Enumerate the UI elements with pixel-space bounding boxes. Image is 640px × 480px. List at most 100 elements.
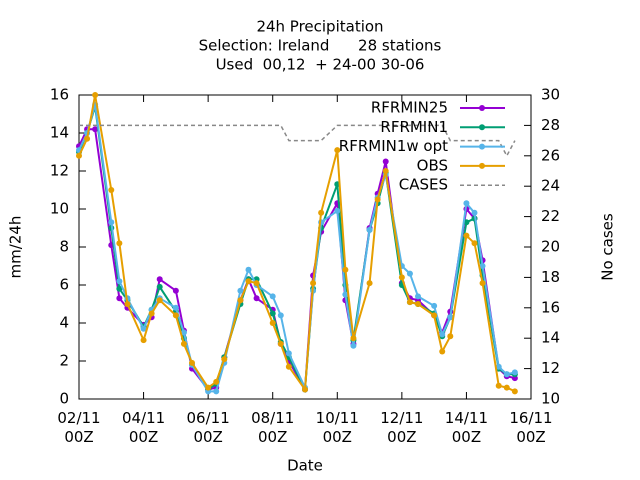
y2-tick-label: 20: [541, 238, 560, 256]
data-point: [285, 350, 292, 357]
data-point: [140, 337, 147, 344]
data-point: [245, 278, 252, 285]
data-point: [172, 304, 179, 311]
data-point: [350, 335, 357, 342]
y-axis-label: mm/24h: [7, 216, 25, 279]
data-point: [334, 147, 341, 154]
legend-marker: [479, 143, 485, 150]
data-point: [471, 209, 478, 216]
legend-marker: [479, 105, 485, 111]
data-point: [108, 187, 115, 193]
y-tick-label: 0: [59, 390, 69, 408]
x-tick-label: 02/11 00Z: [57, 409, 100, 446]
data-point: [156, 283, 163, 290]
data-point: [180, 340, 187, 347]
data-point: [269, 310, 276, 317]
data-point: [406, 299, 413, 306]
x-tick-label: 08/11 00Z: [251, 409, 294, 446]
data-point: [237, 287, 244, 294]
data-point: [148, 310, 155, 317]
data-point: [116, 285, 123, 292]
data-point: [447, 333, 454, 340]
data-point: [253, 295, 260, 302]
y-tick-label: 6: [59, 276, 69, 294]
data-point: [415, 301, 421, 307]
data-point: [269, 320, 276, 326]
data-point: [511, 388, 518, 395]
data-point: [511, 369, 518, 376]
data-point: [245, 266, 252, 273]
data-point: [221, 356, 228, 363]
data-point: [213, 378, 220, 385]
data-point: [213, 388, 220, 395]
data-point: [116, 278, 123, 285]
data-point: [108, 219, 115, 226]
data-point: [318, 209, 325, 216]
legend-marker: [479, 162, 485, 169]
legend-marker: [479, 124, 485, 131]
data-point: [350, 342, 357, 349]
data-point: [398, 274, 405, 281]
data-point: [140, 325, 147, 332]
data-point: [84, 135, 91, 142]
data-point: [342, 291, 349, 298]
x-tick-label: 10/11 00Z: [316, 409, 359, 446]
y2-axis-label: No cases: [599, 213, 617, 281]
data-point: [366, 280, 373, 287]
chart-title: 24h Precipitation: [256, 18, 383, 36]
x-tick-label: 14/11 00Z: [445, 409, 488, 446]
data-point: [415, 293, 421, 300]
data-point: [471, 240, 478, 247]
data-point: [431, 302, 438, 309]
data-point: [189, 359, 195, 366]
y-tick-label: 16: [50, 86, 69, 104]
x-tick-label: 06/11 00Z: [187, 409, 230, 446]
series-line: [78, 106, 515, 394]
data-point: [503, 371, 510, 378]
data-point: [156, 276, 163, 283]
data-point: [479, 280, 486, 287]
data-point: [439, 331, 446, 338]
chart-subtitle: Used 00,12 + 24-00 30-06: [216, 56, 425, 74]
data-point: [92, 126, 99, 133]
legend-label: CASES: [399, 176, 448, 194]
data-point: [285, 363, 292, 370]
data-point: [431, 312, 438, 319]
chart-subtitle: Selection: Ireland 28 stations: [199, 37, 442, 55]
series-line: [78, 104, 516, 393]
y2-tick-label: 22: [541, 207, 560, 225]
data-point: [277, 312, 284, 319]
data-point: [116, 240, 123, 247]
x-tick-label: 04/11 00Z: [122, 409, 165, 446]
data-point: [406, 270, 413, 277]
data-point: [310, 280, 317, 287]
data-point: [237, 297, 244, 304]
legend-label: RFRMIN1w opt: [339, 137, 448, 155]
data-point: [269, 293, 276, 300]
series-line: [79, 124, 516, 158]
y-tick-label: 2: [59, 352, 69, 370]
data-point: [382, 168, 389, 174]
y2-tick-label: 30: [541, 86, 560, 104]
y2-tick-label: 18: [541, 268, 560, 286]
data-point: [342, 266, 349, 273]
data-point: [124, 301, 131, 307]
legend-label: OBS: [417, 156, 448, 174]
data-point: [495, 382, 502, 389]
y2-tick-label: 16: [541, 298, 560, 316]
data-point: [334, 207, 341, 214]
y-tick-label: 10: [50, 200, 69, 218]
y2-tick-label: 26: [541, 146, 560, 164]
data-point: [172, 312, 179, 319]
series-line: [78, 128, 516, 393]
data-point: [116, 295, 123, 302]
y-tick-label: 8: [59, 238, 69, 256]
legend-label: RFRMIN25: [371, 99, 448, 117]
data-point: [172, 287, 179, 294]
y2-tick-label: 14: [541, 329, 560, 347]
y-tick-label: 14: [50, 124, 69, 142]
data-point: [447, 314, 454, 321]
data-point: [302, 386, 308, 393]
